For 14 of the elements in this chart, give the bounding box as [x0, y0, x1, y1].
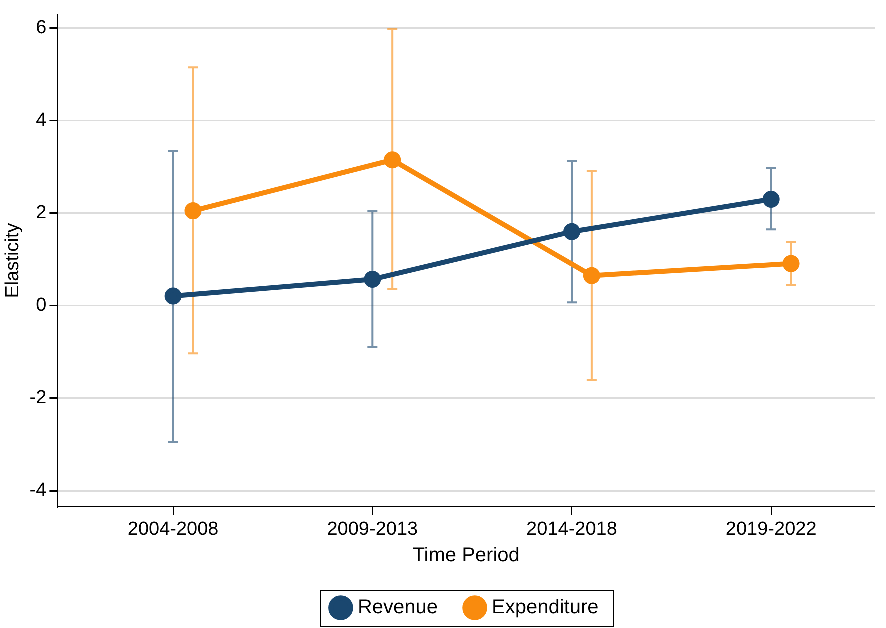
y-tick-label: -2 [30, 388, 47, 409]
x-axis-title: Time Period [412, 544, 520, 567]
x-tick-label: 2014-2018 [526, 518, 618, 540]
y-tick-label: 4 [36, 110, 48, 132]
y-axis-title: Elasticity [2, 222, 24, 298]
y-tick-label: 2 [36, 202, 47, 224]
y-tick-label: 6 [36, 18, 47, 39]
legend-label: Expenditure [492, 596, 599, 619]
legend-label: Revenue [358, 596, 438, 619]
y-tick-label: 0 [36, 295, 47, 316]
y-tick-label: -4 [30, 480, 48, 502]
x-tick-label: 2019-2022 [726, 518, 817, 540]
x-tick-label: 2004-2008 [128, 518, 219, 540]
x-tick-label: 2009-2013 [327, 518, 418, 540]
